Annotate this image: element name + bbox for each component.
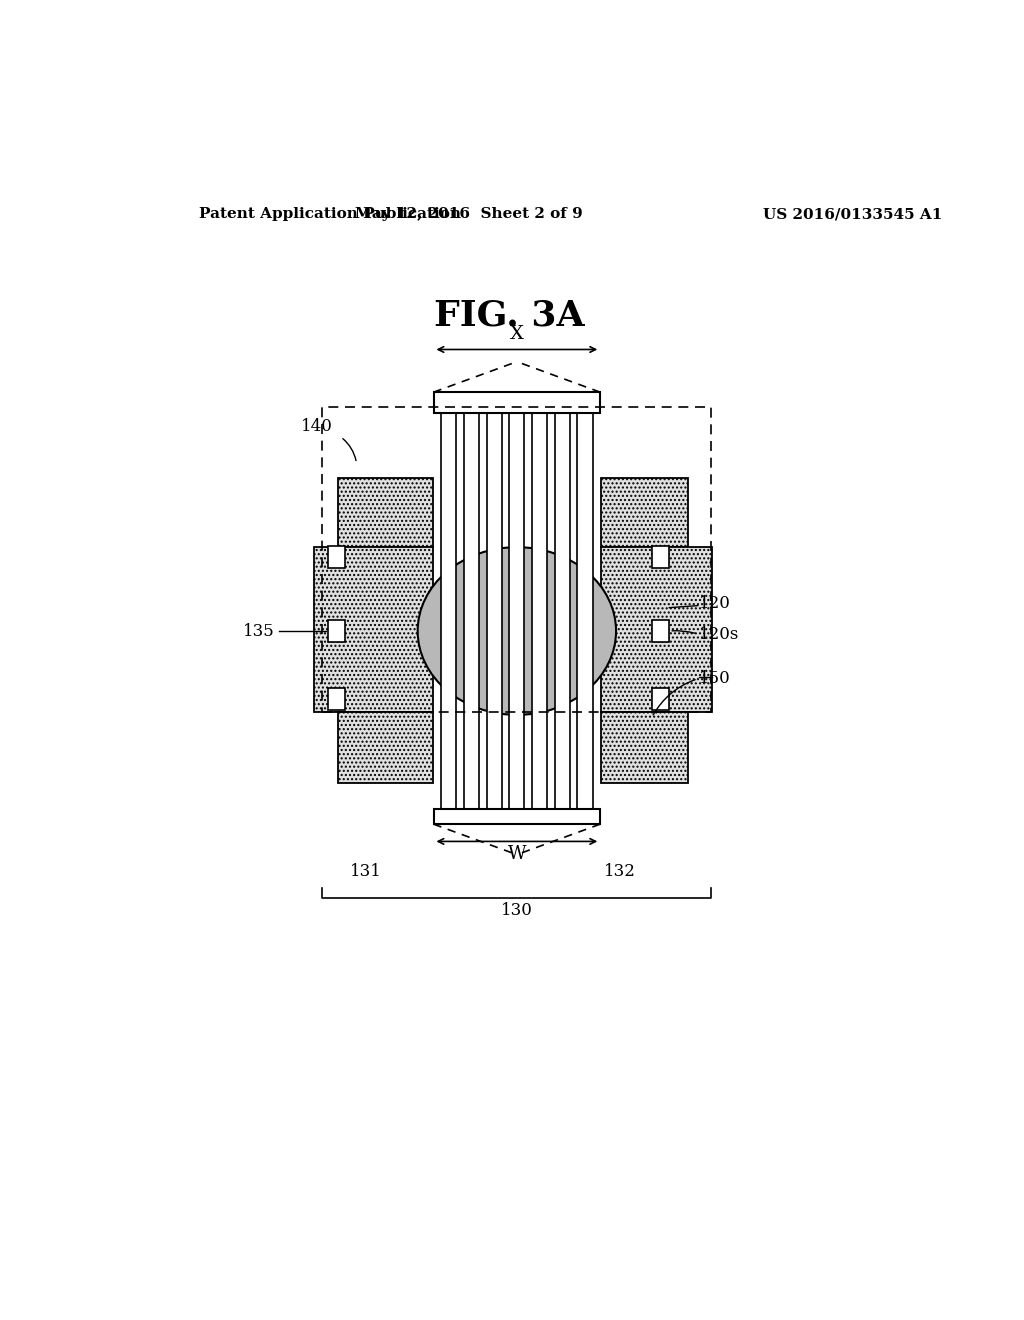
Bar xyxy=(509,408,524,814)
Bar xyxy=(464,408,479,814)
Bar xyxy=(313,546,433,713)
Text: W: W xyxy=(508,846,526,863)
Ellipse shape xyxy=(418,548,616,715)
Bar xyxy=(601,713,688,784)
Bar xyxy=(652,545,670,568)
Bar xyxy=(578,408,593,814)
Bar xyxy=(555,408,569,814)
Text: Patent Application Publication: Patent Application Publication xyxy=(200,207,462,222)
Text: X: X xyxy=(510,326,524,343)
Bar xyxy=(338,478,433,546)
Bar xyxy=(433,392,600,412)
Text: 150: 150 xyxy=(699,671,731,688)
Text: May 12, 2016  Sheet 2 of 9: May 12, 2016 Sheet 2 of 9 xyxy=(355,207,583,222)
FancyArrowPatch shape xyxy=(653,680,695,715)
Bar xyxy=(328,545,345,568)
FancyArrowPatch shape xyxy=(343,438,356,461)
Bar xyxy=(652,688,670,710)
Text: FIG. 3A: FIG. 3A xyxy=(433,298,585,333)
Bar xyxy=(532,408,547,814)
Text: 130: 130 xyxy=(501,903,532,920)
Text: 131: 131 xyxy=(350,863,382,879)
Text: US 2016/0133545 A1: US 2016/0133545 A1 xyxy=(763,207,942,222)
FancyArrowPatch shape xyxy=(672,631,695,634)
Text: 120: 120 xyxy=(699,595,731,612)
Bar xyxy=(486,408,502,814)
Bar xyxy=(338,713,433,784)
Text: 132: 132 xyxy=(604,863,636,879)
Bar xyxy=(601,546,712,713)
Bar xyxy=(328,620,345,643)
Text: 140: 140 xyxy=(301,418,333,436)
Bar xyxy=(328,688,345,710)
Bar xyxy=(433,809,600,824)
Bar xyxy=(652,620,670,643)
Bar xyxy=(601,478,688,546)
Text: 135: 135 xyxy=(243,623,274,639)
Bar xyxy=(441,408,457,814)
Text: 120s: 120s xyxy=(699,626,739,643)
